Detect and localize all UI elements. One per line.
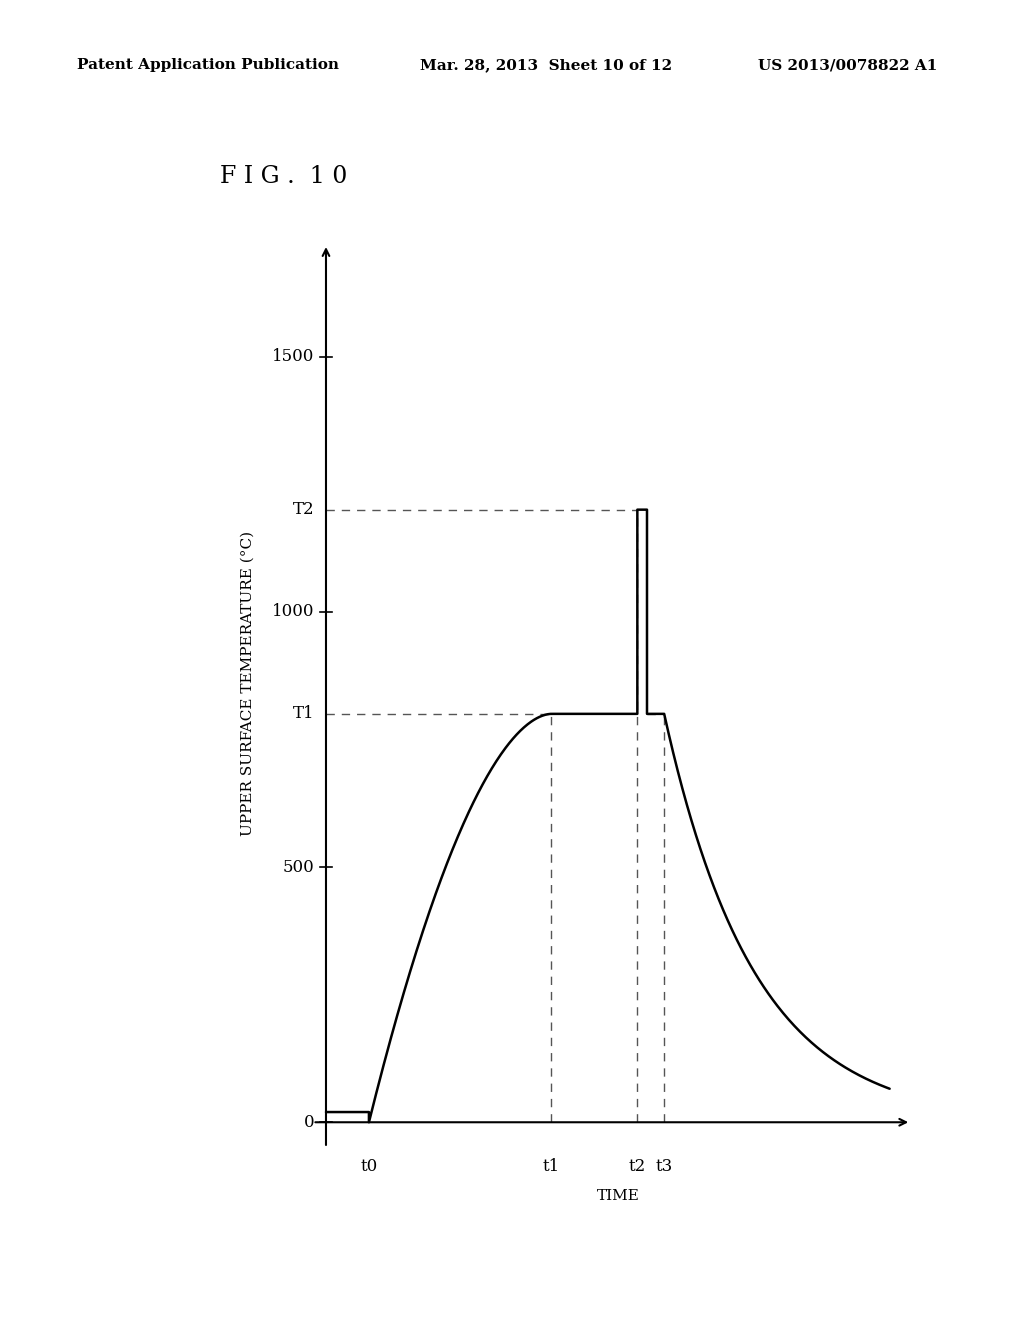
Text: t3: t3 [655, 1158, 673, 1175]
Text: Mar. 28, 2013  Sheet 10 of 12: Mar. 28, 2013 Sheet 10 of 12 [420, 58, 672, 73]
Text: F I G .  1 0: F I G . 1 0 [220, 165, 347, 187]
Text: US 2013/0078822 A1: US 2013/0078822 A1 [758, 58, 937, 73]
Text: 500: 500 [283, 858, 314, 875]
Text: t2: t2 [629, 1158, 646, 1175]
Text: T1: T1 [293, 705, 314, 722]
Text: t0: t0 [360, 1158, 378, 1175]
Text: 1000: 1000 [271, 603, 314, 620]
Text: t1: t1 [543, 1158, 560, 1175]
Text: UPPER SURFACE TEMPERATURE (°C): UPPER SURFACE TEMPERATURE (°C) [241, 531, 255, 836]
Text: 1500: 1500 [271, 348, 314, 366]
Text: Patent Application Publication: Patent Application Publication [77, 58, 339, 73]
Text: T2: T2 [293, 502, 314, 519]
Text: TIME: TIME [597, 1188, 640, 1203]
Text: 0: 0 [303, 1114, 314, 1131]
